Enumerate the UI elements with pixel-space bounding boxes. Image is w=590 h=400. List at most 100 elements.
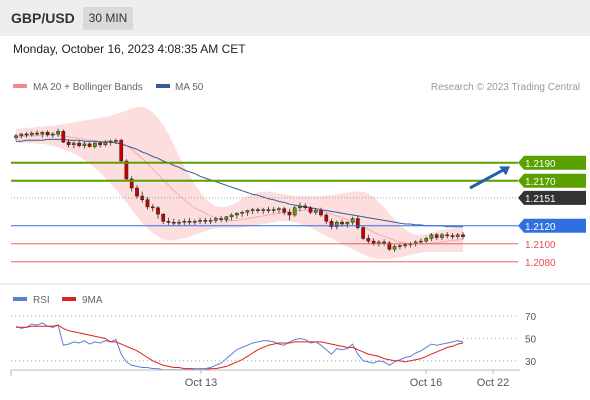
candle-body <box>382 241 386 244</box>
rsi-9ma-line <box>16 324 464 371</box>
candle-body <box>208 220 213 222</box>
candle-body <box>166 221 171 223</box>
candle-body <box>266 209 271 211</box>
candle-body <box>171 221 176 224</box>
candle-body <box>355 218 360 228</box>
candle-body <box>345 221 350 225</box>
symbol-label: GBP/USD <box>11 10 75 26</box>
rsi-legend-swatch-9ma <box>62 297 76 301</box>
candle-body <box>334 221 339 227</box>
x-axis-label: Oct 13 <box>185 377 217 389</box>
price-level-tag <box>518 218 586 233</box>
candle-body <box>45 131 50 136</box>
rsi-legend: RSI 9MA <box>13 295 103 306</box>
moving-average-group <box>16 134 464 245</box>
candle-body <box>371 240 376 245</box>
legend: MA 20 + Bollinger Bands MA 50 Research ©… <box>13 82 580 93</box>
forecast-arrow-line <box>469 167 507 190</box>
candle-body <box>82 143 87 146</box>
price-level-label: 1.2120 <box>525 222 556 233</box>
candle-body <box>387 242 392 250</box>
candle-body <box>192 221 197 223</box>
candle-body <box>445 234 450 237</box>
forecast-group <box>469 166 510 190</box>
candle-body <box>145 199 150 208</box>
price-level-tag <box>518 155 586 170</box>
rsi-legend-label-9ma: 9MA <box>82 295 103 306</box>
candle-body <box>271 209 276 211</box>
candle-body <box>261 209 266 211</box>
candle-body <box>161 213 166 222</box>
candle-body <box>71 142 76 146</box>
forecast-arrow-head <box>499 166 510 176</box>
legend-label-ma50: MA 50 <box>175 82 204 93</box>
price-levels-group: 1.2190 1.2170 1.2151 1.2120 1.2100 1.2080 <box>11 155 586 269</box>
candle-body <box>40 131 45 135</box>
candle-body <box>119 140 124 162</box>
candle-body <box>182 221 187 223</box>
candle-body <box>455 234 460 237</box>
candle-body <box>108 140 113 143</box>
candle-body <box>461 234 465 237</box>
price-level-label: 1.2100 <box>525 240 556 251</box>
candle-body <box>98 142 102 146</box>
rsi-legend-swatch-rsi <box>13 297 27 301</box>
candle-body <box>66 141 71 146</box>
price-level-label: 1.2170 <box>525 177 556 188</box>
price-level-tag <box>518 190 586 205</box>
candle-body <box>150 206 155 209</box>
rsi-panel: 70 50 30 <box>11 312 537 371</box>
candle-body <box>198 220 202 222</box>
candle-body <box>292 207 297 216</box>
candle-body <box>19 133 24 137</box>
candle-body <box>240 212 244 214</box>
credit-label: Research © 2023 Trading Central <box>431 82 580 93</box>
legend-label-ma20: MA 20 + Bollinger Bands <box>33 82 143 93</box>
candle-body <box>29 132 34 136</box>
candle-body <box>35 132 39 135</box>
rsi-line <box>15 322 464 371</box>
candle-body <box>277 208 281 210</box>
candle-body <box>313 210 318 213</box>
rsi-tick-label: 50 <box>525 335 537 346</box>
bollinger-band-group <box>16 107 463 260</box>
candle-body <box>366 238 371 242</box>
candle-body <box>429 234 434 239</box>
price-level-label: 1.2080 <box>525 258 556 269</box>
candle-body <box>177 221 181 224</box>
candle-body <box>340 221 344 225</box>
candle-body <box>250 209 255 211</box>
candle-body <box>187 221 192 223</box>
candle-body <box>129 178 134 189</box>
candle-body <box>114 140 118 142</box>
candle-body <box>329 221 334 227</box>
candle-body <box>303 205 308 209</box>
rsi-tick-label: 70 <box>525 312 537 323</box>
x-axis: Oct 13 Oct 16 Oct 22 <box>185 370 509 389</box>
x-axis-label: Oct 22 <box>477 377 509 389</box>
candle-body <box>224 216 229 220</box>
candle-body <box>398 245 402 247</box>
candle-body <box>213 218 218 221</box>
candle-body <box>124 160 129 180</box>
candle-body <box>103 141 108 146</box>
candle-body <box>419 240 423 243</box>
candle-body <box>308 207 313 213</box>
candle-body <box>440 234 444 238</box>
rsi-legend-label-rsi: RSI <box>33 295 50 306</box>
candle-body <box>235 212 239 216</box>
candle-body <box>61 131 66 143</box>
candle-body <box>50 133 55 136</box>
legend-swatch-ma50 <box>156 84 170 88</box>
candle-body <box>24 133 29 136</box>
timeframe-button[interactable]: 30 MIN <box>83 7 133 30</box>
candle-body <box>324 214 329 222</box>
candle-body <box>450 235 455 237</box>
candle-body <box>319 210 323 216</box>
candle-body <box>282 208 287 213</box>
price-level-tag <box>518 173 586 188</box>
candle-body <box>287 212 292 216</box>
candles-group <box>14 128 465 252</box>
ma50-line <box>16 138 463 228</box>
